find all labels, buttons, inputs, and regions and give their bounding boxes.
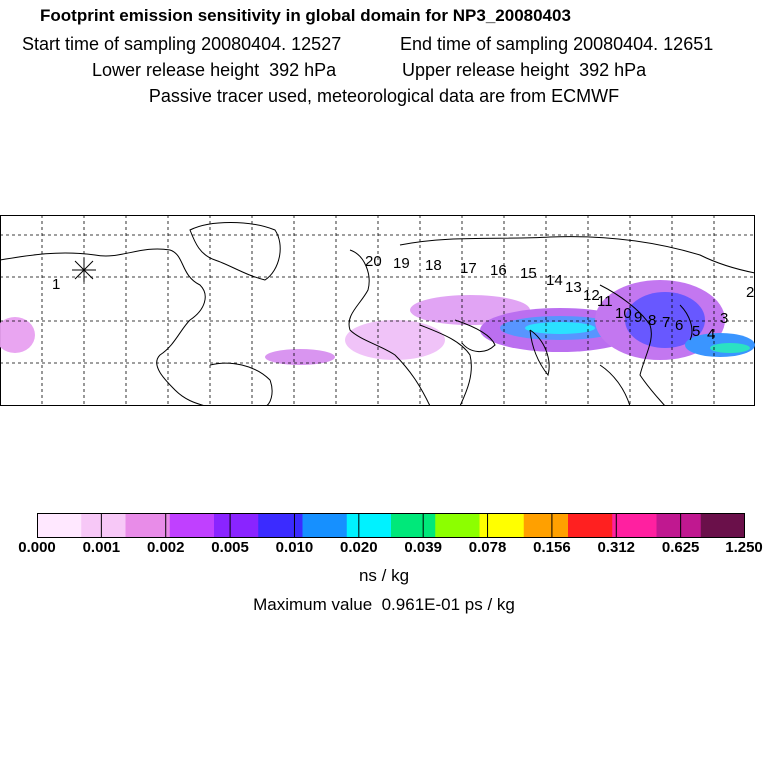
- track-label-20: 20: [365, 253, 382, 270]
- southeast-asia-coast: [599, 364, 631, 406]
- colorbar-segment: [37, 513, 82, 538]
- colorbar-tick-label: 0.625: [661, 539, 700, 556]
- colorbar-segment: [568, 513, 613, 538]
- colorbar-segment: [214, 513, 259, 538]
- colorbar-tick-label: 1.250: [725, 539, 763, 556]
- colorbar-tick-label: 0.312: [597, 539, 636, 556]
- colorbar-segment: [258, 513, 303, 538]
- start-time-label: Start time of sampling 20080404. 12527: [22, 34, 342, 54]
- coastlines: [0, 222, 755, 406]
- track-label-14: 14: [546, 272, 563, 289]
- colorbar-segment: [479, 513, 525, 538]
- greenland-coast: [189, 222, 281, 281]
- track-label-16: 16: [490, 262, 507, 279]
- colorbar-tick-label: 0.002: [146, 539, 185, 556]
- tracer-note: Passive tracer used, meteorological data…: [148, 86, 620, 106]
- track-label-1: 1: [52, 276, 60, 293]
- track-label-4: 4: [707, 326, 715, 343]
- track-label-13: 13: [565, 279, 582, 296]
- upper-release-label: Upper release height 392 hPa: [402, 60, 647, 80]
- track-label-10: 10: [615, 305, 632, 322]
- track-labels: 1 2 3 4 5 6 7 8 9 10 11 12 13 14 15 16 1…: [52, 253, 754, 343]
- asia-north-coast: [399, 236, 755, 274]
- track-label-8: 8: [648, 312, 656, 329]
- east-asia-coast: [599, 284, 666, 406]
- track-label-19: 19: [393, 255, 410, 272]
- colorbar-tick-label: 0.078: [468, 539, 507, 556]
- africa-east-coast: [419, 324, 472, 406]
- colorbar-segment: [346, 513, 392, 538]
- colorbar-segment: [435, 513, 480, 538]
- colorbar-tick-label: 0.000: [18, 539, 56, 556]
- colorbar-frame: [37, 513, 745, 538]
- plot-title: Footprint emission sensitivity in global…: [40, 6, 571, 25]
- track-label-9: 9: [634, 309, 642, 326]
- south-america-coast: [209, 362, 273, 406]
- colorbar-segment: [169, 513, 215, 538]
- track-label-11: 11: [597, 293, 613, 310]
- colorbar-segment: [523, 513, 569, 538]
- track-label-7: 7: [662, 314, 670, 331]
- track-label-5: 5: [692, 323, 700, 340]
- track-label-3: 3: [720, 310, 728, 327]
- colorbar-segment: [391, 513, 436, 538]
- europe-africa-coast: [348, 249, 431, 406]
- track-label-18: 18: [425, 257, 442, 274]
- release-marker-icon: [72, 258, 96, 282]
- colorbar-tick-label: 0.001: [82, 539, 121, 556]
- colorbar-segment: [656, 513, 702, 538]
- track-label-15: 15: [520, 265, 537, 282]
- track-label-17: 17: [460, 260, 477, 277]
- grid-lines: [0, 215, 755, 406]
- end-time-label: End time of sampling 20080404. 12651: [400, 34, 714, 54]
- colorbar-segment: [125, 513, 171, 538]
- colorbar-segment: [302, 513, 348, 538]
- lower-release-label: Lower release height 392 hPa: [92, 60, 337, 80]
- japan-coast: [679, 304, 693, 341]
- colorbar-tick-label: 0.039: [404, 539, 442, 556]
- india-coast: [529, 329, 550, 377]
- colorbar-unit: ns / kg: [358, 566, 410, 585]
- track-label-6: 6: [675, 317, 683, 334]
- colorbar-tick-label: 0.005: [211, 539, 249, 556]
- colorbar-segment: [81, 513, 126, 538]
- colorbar-segment: [700, 513, 745, 538]
- north-america-coast: [0, 248, 206, 406]
- colorbar: [37, 513, 745, 538]
- track-label-12: 12: [583, 287, 600, 304]
- world-map: 1 2 3 4 5 6 7 8 9 10 11 12 13 14 15 16 1…: [0, 215, 755, 406]
- colorbar-tick-label: 0.010: [275, 539, 314, 556]
- colorbar-tick-label: 0.156: [533, 539, 571, 556]
- arabia-coast: [454, 319, 496, 352]
- colorbar-tick-label: 0.020: [340, 539, 378, 556]
- colorbar-segment: [612, 513, 657, 538]
- maximum-value-label: Maximum value 0.961E-01 ps / kg: [253, 595, 515, 614]
- track-label-2: 2: [746, 284, 754, 301]
